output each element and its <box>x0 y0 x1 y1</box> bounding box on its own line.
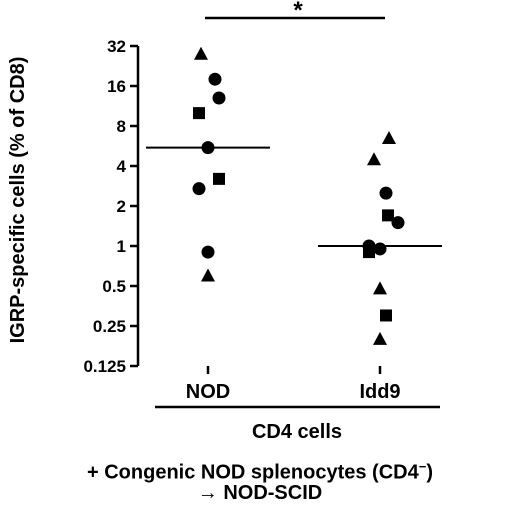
footer-line-1-text: + Congenic NOD splenocytes (CD4 <box>86 461 419 484</box>
circle-point <box>373 242 387 256</box>
triangle-point <box>373 331 387 345</box>
circle-point <box>379 186 393 200</box>
x-category-label: NOD <box>186 381 230 403</box>
significance-star: * <box>293 0 303 24</box>
group-label: CD4 cells <box>252 421 342 443</box>
y-tick-label: 0.5 <box>102 277 126 296</box>
triangle-point <box>382 130 396 144</box>
footer-line-1-end: ) <box>426 461 433 484</box>
y-tick-label: 32 <box>107 37 126 56</box>
circle-point <box>208 72 222 86</box>
square-point <box>213 172 225 185</box>
y-tick-label: 1 <box>117 237 126 256</box>
median-lines <box>146 146 442 247</box>
x-categories: NOD Idd9 CD4 cells <box>155 366 440 443</box>
circle-point <box>391 216 405 230</box>
circle-point <box>201 245 215 259</box>
y-axis-label: IGRP-specific cells (% of CD8) <box>7 57 29 344</box>
y-tick-label: 16 <box>107 77 126 96</box>
y-tick-label: 0.25 <box>93 317 126 336</box>
y-tick-label: 2 <box>117 197 126 216</box>
square-point <box>363 246 375 259</box>
square-point <box>382 209 394 222</box>
circle-point <box>212 91 226 105</box>
footer-superscript: − <box>418 459 427 474</box>
triangle-point <box>194 46 208 60</box>
circle-point <box>192 182 206 196</box>
x-category-label: Idd9 <box>359 381 400 403</box>
significance-bracket: * <box>205 0 385 24</box>
y-tick-label: 0.125 <box>83 357 126 376</box>
y-tick-label: 8 <box>117 117 126 136</box>
footer-line-1: + Congenic NOD splenocytes (CD4−) <box>0 459 520 485</box>
triangle-point <box>201 268 215 282</box>
data-points <box>192 46 405 345</box>
triangle-point <box>373 281 387 295</box>
square-point <box>193 107 205 120</box>
y-axis: 0.125 0.25 0.5 1 2 4 8 16 32 <box>83 37 140 376</box>
footer-line-2: → NOD-SCID <box>197 482 323 504</box>
chart: IGRP-specific cells (% of CD8) 0.125 0.25… <box>7 0 442 443</box>
square-point <box>380 309 392 322</box>
y-tick-label: 4 <box>117 157 127 176</box>
triangle-point <box>367 152 381 166</box>
